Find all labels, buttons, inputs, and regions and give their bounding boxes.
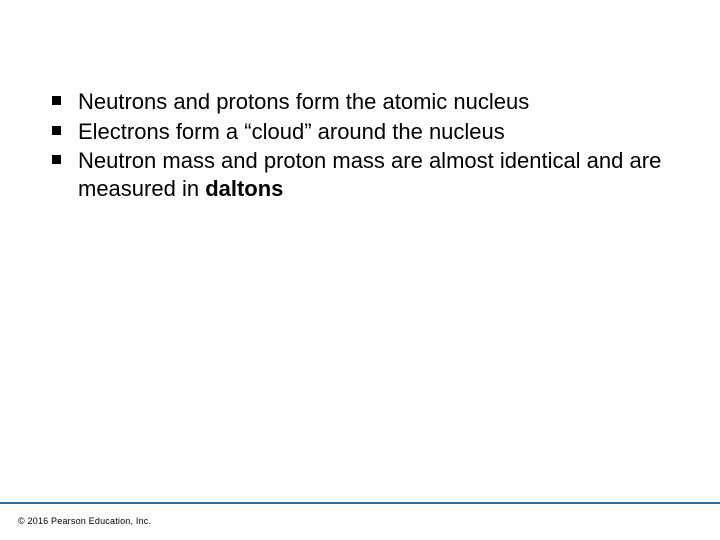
bullet-text-prefix: Neutrons and protons form the atomic nuc… bbox=[78, 89, 529, 114]
bullet-text-prefix: Neutron mass and proton mass are almost … bbox=[78, 148, 661, 201]
bullet-text-bold: daltons bbox=[205, 176, 283, 201]
list-item: Neutrons and protons form the atomic nuc… bbox=[50, 88, 680, 116]
content-area: Neutrons and protons form the atomic nuc… bbox=[50, 88, 680, 204]
slide: Neutrons and protons form the atomic nuc… bbox=[0, 0, 720, 540]
bullet-text-prefix: Electrons form a “cloud” around the nucl… bbox=[78, 119, 505, 144]
bullet-list: Neutrons and protons form the atomic nuc… bbox=[50, 88, 680, 202]
copyright-text: © 2016 Pearson Education, Inc. bbox=[18, 516, 151, 526]
list-item: Neutron mass and proton mass are almost … bbox=[50, 147, 680, 202]
divider-line bbox=[0, 502, 720, 504]
list-item: Electrons form a “cloud” around the nucl… bbox=[50, 118, 680, 146]
